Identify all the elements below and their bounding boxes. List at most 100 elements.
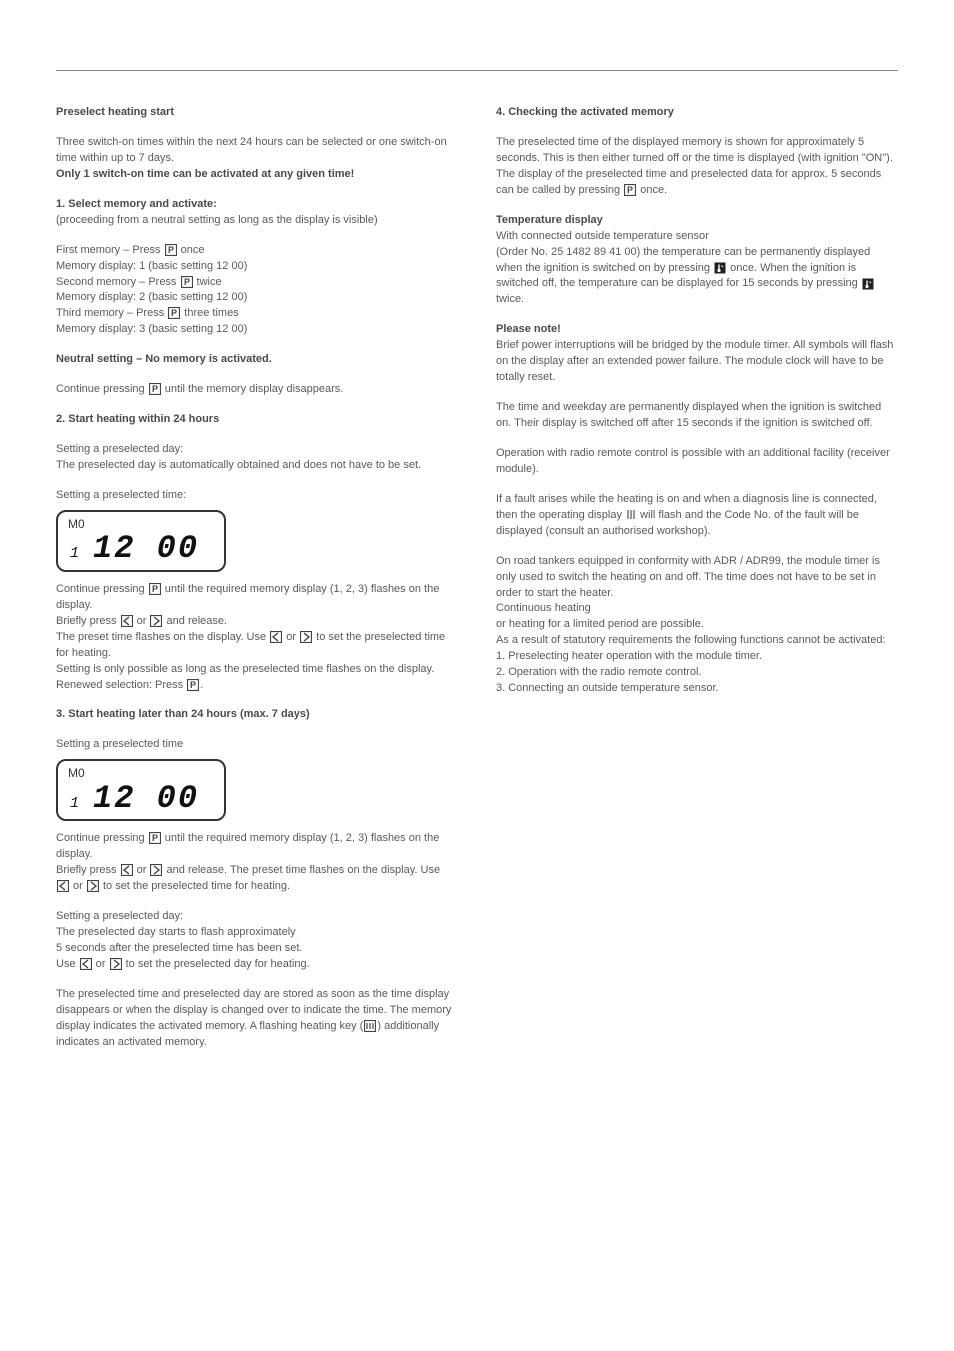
t: and release. The preset time flashes on … <box>163 864 440 876</box>
t: once. <box>637 184 667 196</box>
t: Renewed selection: Press <box>56 679 186 691</box>
note-p4: If a fault arises while the heating is o… <box>496 492 896 540</box>
s3-day-l2: 5 seconds after the preselected time has… <box>56 941 456 957</box>
section1-heading: 1. Select memory and activate: <box>56 197 456 213</box>
t: Second memory – Press <box>56 276 180 288</box>
note-p8: As a result of statutory requirements th… <box>496 633 896 649</box>
right-column: 4. Checking the activated memory The pre… <box>496 105 896 1051</box>
lcd1-mem: 1 <box>70 543 79 565</box>
s2-p4: Setting is only possible as long as the … <box>56 662 456 678</box>
t: The preselected time of the displayed me… <box>496 136 893 196</box>
temperature-icon <box>714 262 726 274</box>
section4-heading: 4. Checking the activated memory <box>496 105 896 121</box>
t: Continue pressing <box>56 383 148 395</box>
note-p3: Operation with radio remote control is p… <box>496 446 896 478</box>
t: twice. <box>496 293 524 305</box>
s3-day-l1: The preselected day starts to flash appr… <box>56 925 456 941</box>
third-memory-line: Third memory – Press three times <box>56 306 456 322</box>
t: once <box>178 244 205 256</box>
t: or <box>283 631 299 643</box>
t: . <box>200 679 203 691</box>
continue-press-line: Continue pressing until the memory displ… <box>56 382 456 398</box>
section2-heading: 2. Start heating within 24 hours <box>56 412 456 428</box>
temp-l1: With connected outside temperature senso… <box>496 229 896 245</box>
arrow-right-icon <box>300 631 312 643</box>
t: Third memory – Press <box>56 307 167 319</box>
temp-heading: Temperature display <box>496 213 896 229</box>
lcd2-time: 12 00 <box>93 783 199 815</box>
note-li3: 3. Connecting an outside temperature sen… <box>496 681 896 697</box>
memory-display-3: Memory display: 3 (basic setting 12 00) <box>56 322 456 338</box>
memory-display-1: Memory display: 1 (basic setting 12 00) <box>56 259 456 275</box>
t: The preset time flashes on the display. … <box>56 631 269 643</box>
s3-p1: Continue pressing until the required mem… <box>56 831 456 863</box>
left-column: Preselect heating start Three switch-on … <box>56 105 456 1051</box>
s2-day-text: The preselected day is automatically obt… <box>56 458 456 474</box>
t: and release. <box>163 615 227 627</box>
s2-p1: Continue pressing until the required mem… <box>56 582 456 614</box>
arrow-left-icon <box>270 631 282 643</box>
t: Briefly press <box>56 864 120 876</box>
arrow-right-icon <box>87 880 99 892</box>
t: Briefly press <box>56 615 120 627</box>
s3-day-heading: Setting a preselected day: <box>56 909 456 925</box>
s2-p2: Briefly press or and release. <box>56 614 456 630</box>
arrow-right-icon <box>150 615 162 627</box>
lcd2-mem: 1 <box>70 793 79 815</box>
memory-display-2: Memory display: 2 (basic setting 12 00) <box>56 290 456 306</box>
bars-icon <box>626 509 636 520</box>
s3-day-l3: Use or to set the preselected day for he… <box>56 957 456 973</box>
t: three times <box>181 307 238 319</box>
p-icon <box>181 276 193 288</box>
intro-text: Three switch-on times within the next 24… <box>56 135 456 167</box>
p-icon <box>149 583 161 595</box>
neutral-heading: Neutral setting – No memory is activated… <box>56 352 456 368</box>
arrow-left-icon <box>57 880 69 892</box>
s3-time-heading: Setting a preselected time <box>56 737 456 753</box>
temp-l2: (Order No. 25 1482 89 41 00) the tempera… <box>496 245 896 309</box>
p-icon <box>187 679 199 691</box>
lcd1-time: 12 00 <box>93 533 199 565</box>
note-p6: Continuous heating <box>496 601 896 617</box>
s2-day-heading: Setting a preselected day: <box>56 442 456 458</box>
s2-p5: Renewed selection: Press . <box>56 678 456 694</box>
please-note-heading: Please note! <box>496 322 896 338</box>
p-icon <box>149 832 161 844</box>
t: Continue pressing <box>56 832 148 844</box>
arrow-right-icon <box>150 864 162 876</box>
arrow-left-icon <box>80 958 92 970</box>
note-li2: 2. Operation with the radio remote contr… <box>496 665 896 681</box>
t: or <box>70 880 86 892</box>
top-horizontal-rule <box>56 70 898 71</box>
p-icon <box>624 184 636 196</box>
p-icon <box>168 307 180 319</box>
note-p1: Brief power interruptions will be bridge… <box>496 338 896 386</box>
t: Use <box>56 958 79 970</box>
t: twice <box>194 276 222 288</box>
p-icon <box>165 244 177 256</box>
t: until the memory display disappears. <box>162 383 344 395</box>
note-p7: or heating for a limited period are poss… <box>496 617 896 633</box>
s2-time-heading: Setting a preselected time: <box>56 488 456 504</box>
note-p2: The time and weekday are permanently dis… <box>496 400 896 432</box>
arrow-right-icon <box>110 958 122 970</box>
t: Continue pressing <box>56 583 148 595</box>
t: to set the preselected day for heating. <box>123 958 310 970</box>
heading-preselect: Preselect heating start <box>56 105 456 121</box>
t: or <box>93 958 109 970</box>
t: First memory – Press <box>56 244 164 256</box>
section1-note: (proceeding from a neutral setting as lo… <box>56 213 456 229</box>
lcd-display-1: M0 1 12 00 <box>56 510 226 572</box>
temperature-icon <box>862 278 874 290</box>
t: or <box>134 615 150 627</box>
lcd-display-2: M0 1 12 00 <box>56 759 226 821</box>
intro-bold: Only 1 switch-on time can be activated a… <box>56 167 456 183</box>
t: or <box>134 864 150 876</box>
s4-p1: The preselected time of the displayed me… <box>496 135 896 199</box>
arrow-left-icon <box>121 864 133 876</box>
note-p5: On road tankers equipped in conformity w… <box>496 554 896 602</box>
t: to set the preselected time for heating. <box>100 880 290 892</box>
note-li1: 1. Preselecting heater operation with th… <box>496 649 896 665</box>
first-memory-line: First memory – Press once <box>56 243 456 259</box>
heat-icon <box>364 1020 376 1032</box>
